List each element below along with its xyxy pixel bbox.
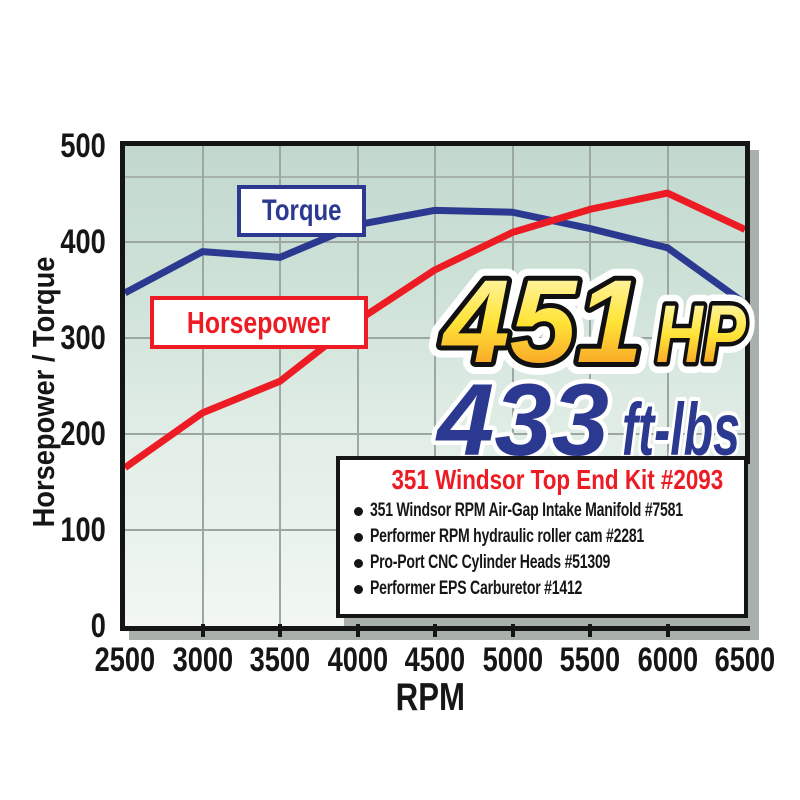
gridline xyxy=(589,146,591,626)
x-tick-label: 3000 xyxy=(172,641,233,679)
bullet-icon xyxy=(354,558,363,568)
x-tick-label: 6500 xyxy=(714,641,776,679)
legend-horsepower-box: Horsepower xyxy=(150,296,368,349)
x-tick-label: 5500 xyxy=(559,641,621,679)
curves-plot xyxy=(125,189,745,471)
x-axis-tick xyxy=(510,624,515,637)
x-tick-label: 5000 xyxy=(482,641,543,679)
x-tick-label: 3500 xyxy=(249,641,311,679)
y-tick-label: 100 xyxy=(60,511,106,549)
x-tick-label: 4500 xyxy=(404,641,466,679)
kit-item: 351 Windsor RPM Air-Gap Intake Manifold … xyxy=(350,498,734,524)
curve-torque xyxy=(125,206,745,307)
gridline xyxy=(125,433,745,435)
kit-item: Performer RPM hydraulic roller cam #2281 xyxy=(350,524,734,550)
gridline xyxy=(279,146,281,626)
gridline xyxy=(125,337,745,339)
x-tick-label: 6000 xyxy=(637,641,698,679)
y-tick-label: 400 xyxy=(60,223,106,261)
legend-torque-label: Torque xyxy=(261,194,342,227)
y-tick-label: 500 xyxy=(60,127,106,165)
x-axis-tick xyxy=(588,624,592,637)
legend-torque-box: Torque xyxy=(237,185,366,237)
x-tick-label: 4000 xyxy=(327,641,388,679)
x-axis-tick xyxy=(355,624,360,637)
kit-item: Performer EPS Carburetor #1412 xyxy=(350,576,734,602)
gridline xyxy=(125,241,745,243)
kit-items: 351 Windsor RPM Air-Gap Intake Manifold … xyxy=(350,498,734,602)
y-tick-label: 200 xyxy=(60,415,106,453)
gridline xyxy=(434,146,436,626)
gridline xyxy=(666,146,669,626)
kit-info-box: 351 Windsor Top End Kit #2093 351 Windso… xyxy=(336,456,748,618)
x-tick-label: 2500 xyxy=(94,641,156,679)
x-axis-tick xyxy=(200,624,205,637)
bullet-icon xyxy=(354,532,363,542)
gridline xyxy=(201,146,204,626)
gridline xyxy=(356,146,359,626)
x-axis-tick xyxy=(278,624,282,637)
legend-horsepower-label: Horsepower xyxy=(187,304,331,340)
x-axis-tick xyxy=(665,624,670,637)
x-axis-title: RPM xyxy=(395,676,465,719)
kit-item: Pro-Port CNC Cylinder Heads #51309 xyxy=(350,550,734,576)
bullet-icon xyxy=(354,584,363,594)
y-tick-label: 0 xyxy=(90,607,106,645)
y-axis-title: Horsepower / Torque xyxy=(26,256,61,528)
y-tick-label: 300 xyxy=(60,319,106,357)
x-axis-tick xyxy=(433,624,437,637)
kit-title: 351 Windsor Top End Kit #2093 xyxy=(391,464,724,495)
gridline xyxy=(511,146,514,626)
curve-horsepower xyxy=(125,189,745,471)
bullet-icon xyxy=(354,506,363,516)
